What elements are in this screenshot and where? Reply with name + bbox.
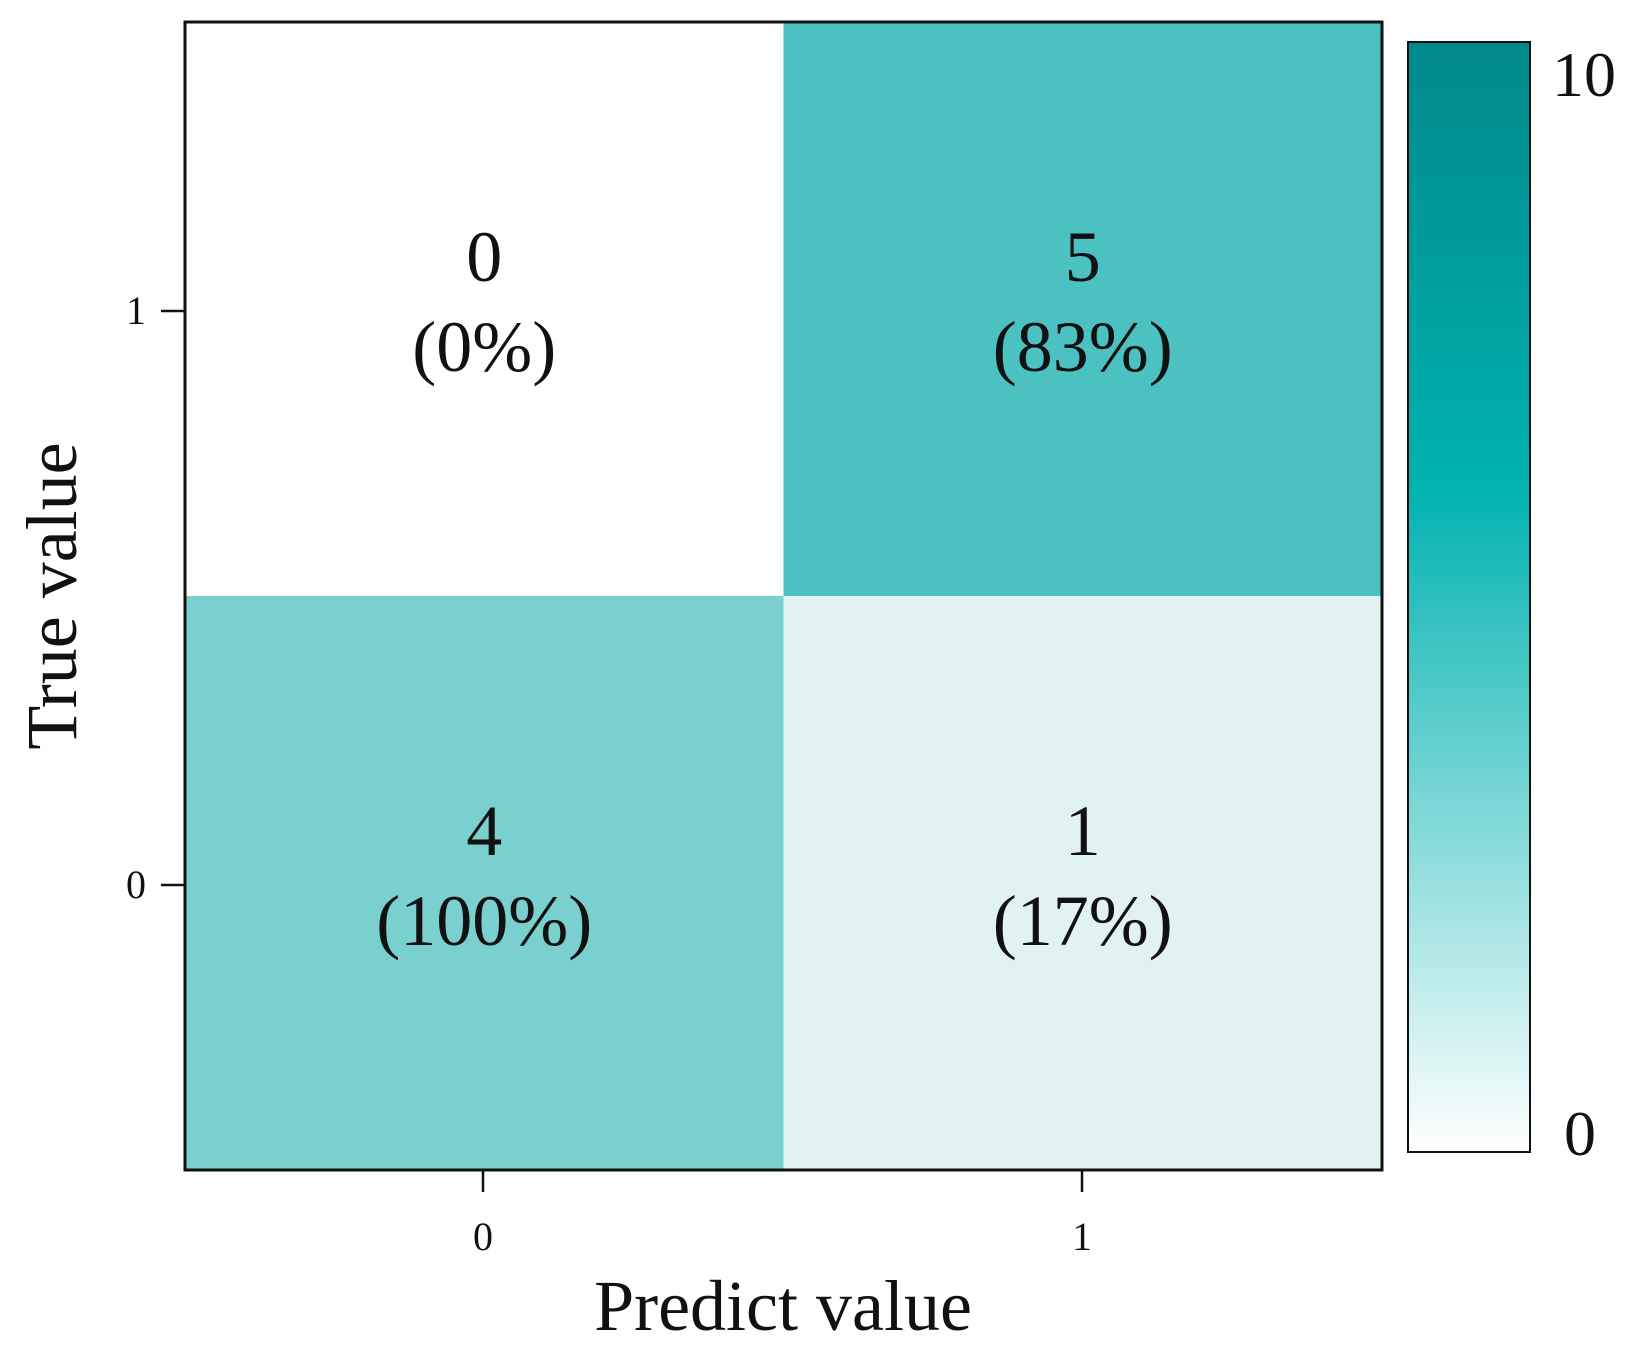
cell-count-label: 1 bbox=[1065, 791, 1101, 871]
heatmap-cell-true-0-pred-1 bbox=[783, 596, 1382, 1170]
cell-count-label: 5 bbox=[1065, 217, 1101, 297]
colorbar-max-label: 10 bbox=[1552, 39, 1616, 110]
cell-percent-label: (83%) bbox=[993, 307, 1173, 387]
cell-percent-label: (100%) bbox=[376, 881, 592, 961]
cell-count-label: 4 bbox=[466, 791, 502, 871]
cell-percent-label: (17%) bbox=[993, 881, 1173, 961]
plot-frame bbox=[183, 20, 1384, 1172]
colorbar-min-label: 0 bbox=[1564, 1098, 1596, 1169]
heatmap-cell-true-1-pred-0 bbox=[185, 22, 784, 596]
x-tick-label-1: 1 bbox=[1072, 1214, 1092, 1259]
heatmap-cell-true-0-pred-0 bbox=[185, 596, 784, 1170]
y-tick-label-0: 0 bbox=[126, 862, 146, 907]
x-tick-label-0: 0 bbox=[473, 1214, 493, 1259]
colorbar bbox=[1407, 41, 1531, 1153]
y-axis-title: True value bbox=[12, 442, 92, 749]
cell-count-label: 0 bbox=[466, 217, 502, 297]
x-axis-title: Predict value bbox=[594, 1266, 972, 1346]
y-tick-label-1: 1 bbox=[126, 288, 146, 333]
heatmap-cells: 0 (0%) 5 (83%) 4 (100%) 1 (17%) bbox=[185, 22, 1382, 1170]
cell-percent-label: (0%) bbox=[412, 307, 556, 387]
heatmap-cell-true-1-pred-1 bbox=[783, 22, 1382, 596]
